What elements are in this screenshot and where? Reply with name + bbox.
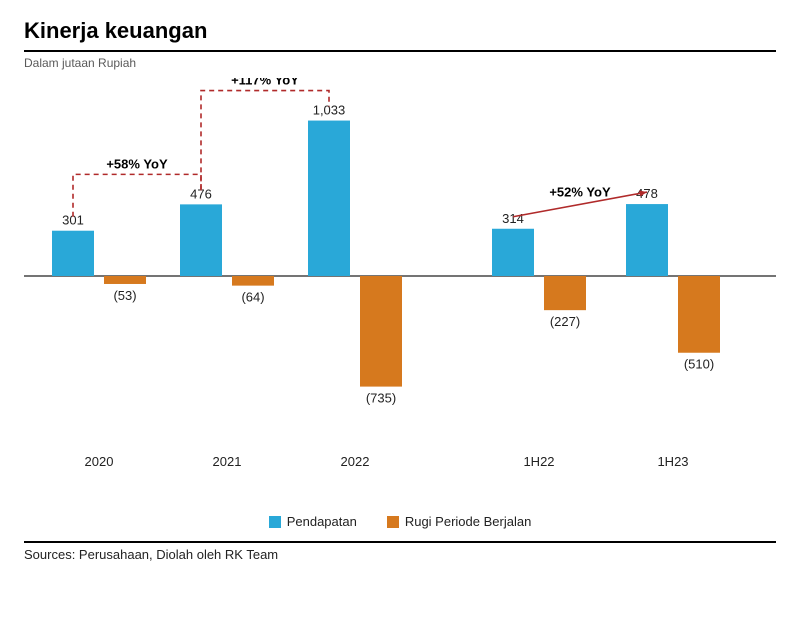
legend-label: Pendapatan [287,514,357,529]
bar-value-label: 1,033 [313,103,346,118]
bar-pendapatan [492,229,534,276]
bar-rugi [104,276,146,284]
category-label: 1H23 [657,454,688,469]
legend-swatch-pendapatan [269,516,281,528]
legend-item: Rugi Periode Berjalan [387,514,531,529]
bar-value-label: 314 [502,211,524,226]
bar-value-label: (735) [366,391,396,406]
category-label: 2020 [85,454,114,469]
bar-rugi [544,276,586,310]
chart-title: Kinerja keuangan [24,18,776,44]
bar-rugi [232,276,274,286]
chart-area: 301(53)2020476(64)20211,033(735)2022314(… [24,78,776,508]
bar-pendapatan [626,204,668,276]
bar-pendapatan [180,204,222,276]
chart-source: Sources: Perusahaan, Diolah oleh RK Team [24,547,776,562]
bar-value-label: (510) [684,357,714,372]
bar-pendapatan [308,121,350,276]
bar-rugi [678,276,720,353]
yoy-label: +58% YoY [106,156,168,171]
yoy-label: +117% YoY [231,78,299,88]
title-rule [24,50,776,52]
category-label: 2022 [341,454,370,469]
yoy-label: +52% YoY [549,184,611,199]
bar-value-label: (53) [113,288,136,303]
chart-subtitle: Dalam jutaan Rupiah [24,56,776,70]
bar-chart-svg: 301(53)2020476(64)20211,033(735)2022314(… [24,78,776,508]
legend-label: Rugi Periode Berjalan [405,514,531,529]
category-label: 1H22 [523,454,554,469]
legend-item: Pendapatan [269,514,357,529]
chart-card: Kinerja keuangan Dalam jutaan Rupiah 301… [0,0,800,572]
source-rule [24,541,776,543]
legend-swatch-rugi [387,516,399,528]
bar-rugi [360,276,402,387]
bar-value-label: (64) [241,290,264,305]
category-label: 2021 [213,454,242,469]
chart-legend: Pendapatan Rugi Periode Berjalan [24,514,776,529]
bar-value-label: (227) [550,314,580,329]
bar-pendapatan [52,231,94,276]
